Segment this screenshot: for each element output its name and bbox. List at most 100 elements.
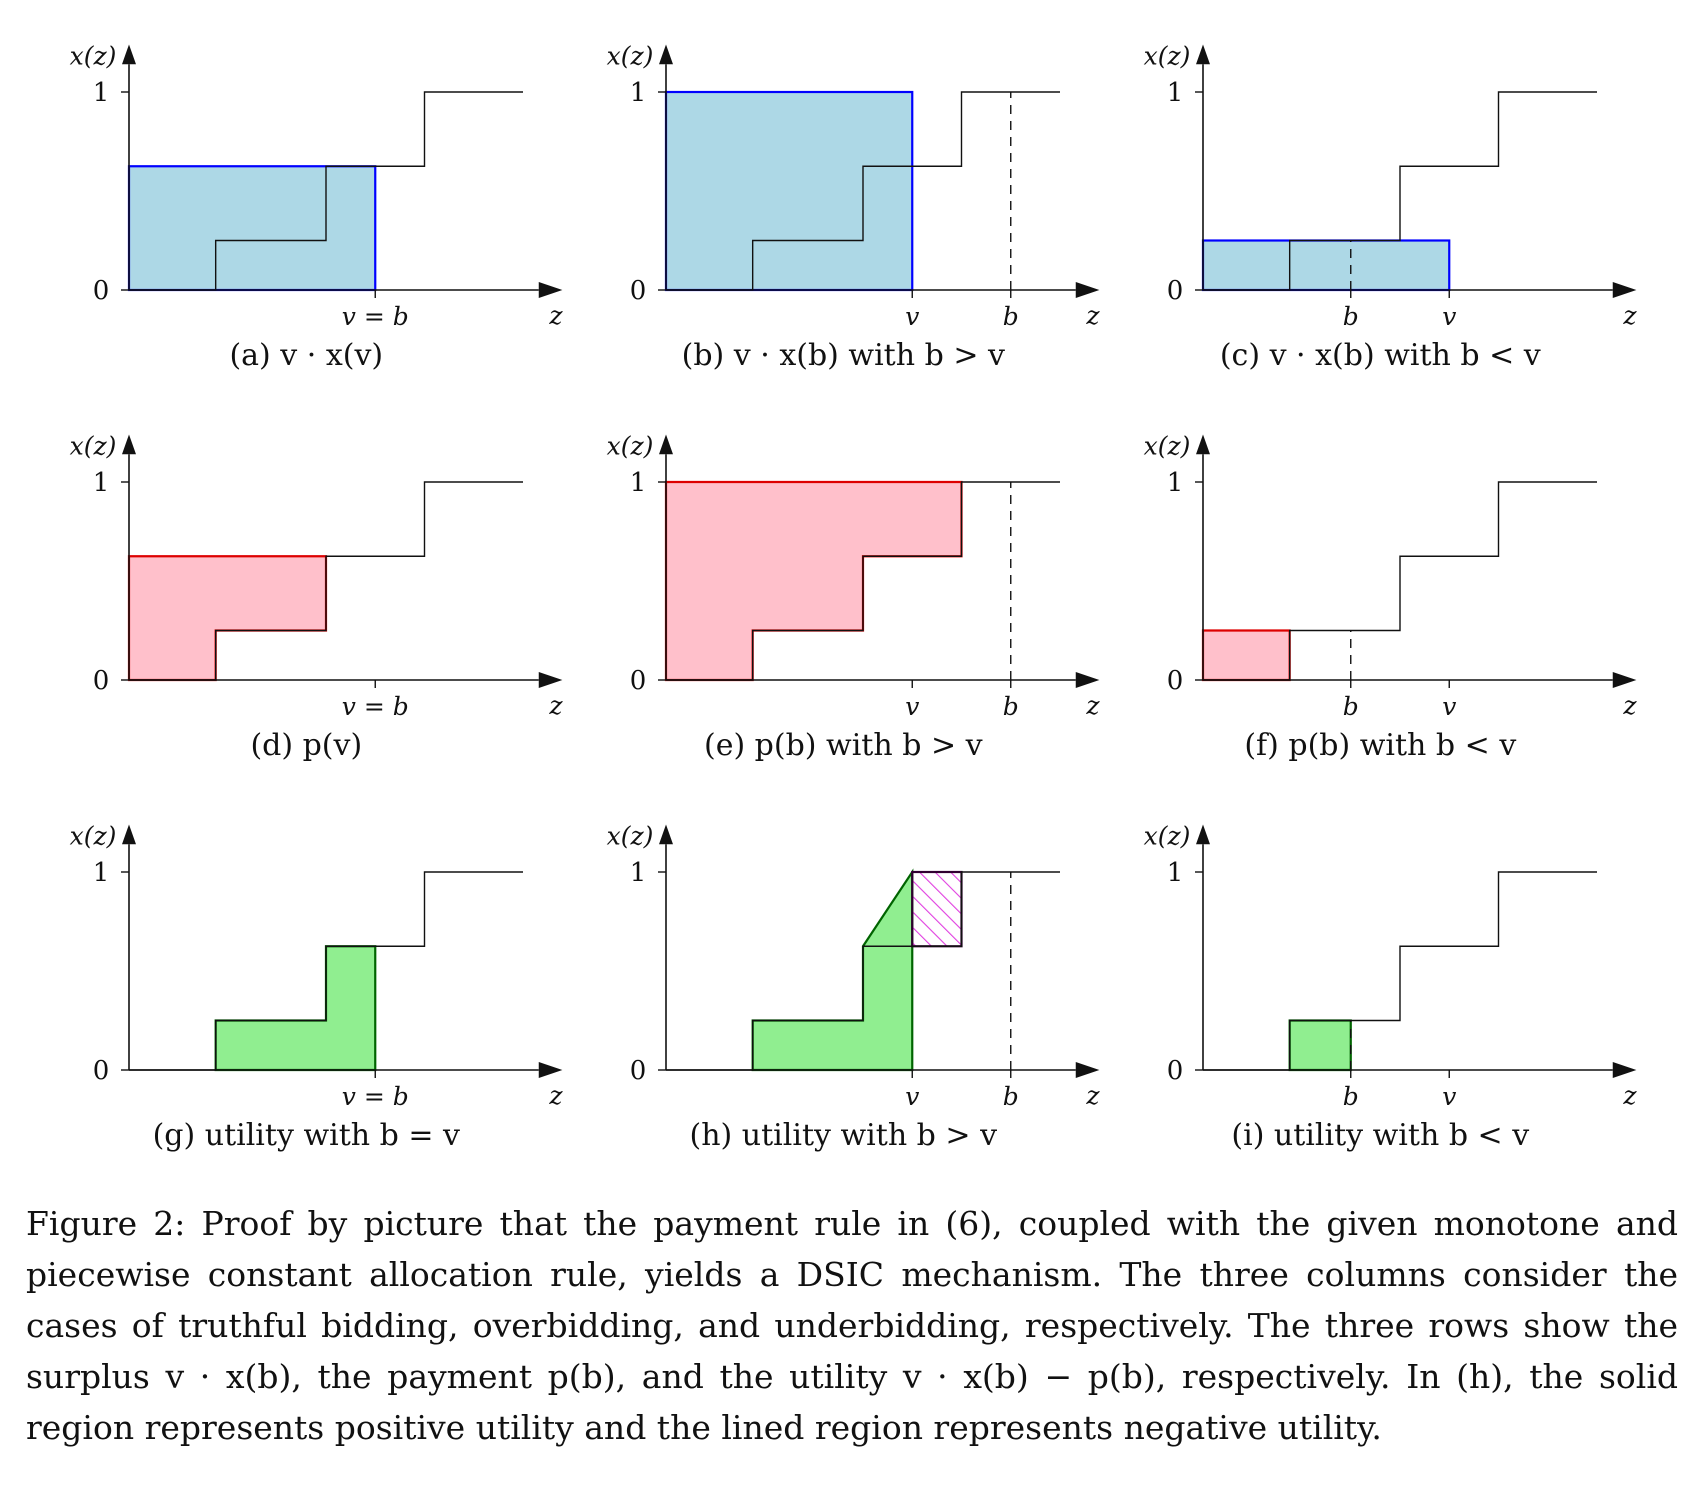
y-axis-label: x(z) [607, 431, 654, 460]
panel-e: 1 0 x(z) z v b (e) p(b) with b > v [607, 431, 1101, 763]
allocation-step-curve [129, 871, 523, 1071]
panel-caption: (c) v · x(b) with b < v [1220, 338, 1541, 373]
allocation-step-curve [129, 91, 523, 291]
z-axis-arrowhead [1612, 282, 1637, 298]
y-axis-arrowhead [659, 44, 673, 65]
figure-caption: Figure 2: Proof by picture that the paym… [26, 1204, 1678, 1447]
panel-caption: (b) v · x(b) with b > v [682, 338, 1005, 373]
z-tick-label: b [1343, 1082, 1359, 1111]
panel-c: 1 0 x(z) z b v (c) v · x(b) with b < v [1144, 41, 1638, 373]
panel-i: 1 0 x(z) z b v (i) utility with b < v [1144, 821, 1638, 1153]
y-tick-label-one: 1 [1167, 468, 1184, 498]
y-axis-label: x(z) [70, 821, 117, 850]
z-tick-label: b [1343, 692, 1359, 721]
panel-h: 1 0 x(z) z v b(h) utility with b > v [607, 821, 1101, 1153]
y-axis-arrowhead [659, 434, 673, 455]
z-axis-arrowhead [538, 1062, 563, 1078]
z-tick-label: b [1343, 302, 1359, 331]
panel-caption: (a) v · x(v) [229, 338, 383, 373]
z-axis-label: z [548, 301, 563, 330]
allocation-step-curve [1203, 481, 1597, 681]
allocation-step-curve [666, 871, 1060, 1071]
z-tick-label: v [905, 1082, 919, 1111]
z-axis-arrowhead [1612, 1062, 1637, 1078]
panel-a: 1 0 x(z) z v = b (a) v · x(v) [70, 41, 564, 373]
y-tick-label-one: 1 [93, 468, 110, 498]
allocation-step-curve [129, 481, 523, 681]
allocation-step-curve [666, 481, 1060, 681]
y-axis-label: x(z) [607, 821, 654, 850]
z-axis-arrowhead [538, 672, 563, 688]
y-axis-label: x(z) [1144, 41, 1191, 70]
y-axis-label: x(z) [1144, 821, 1191, 850]
z-axis-label: z [1085, 301, 1100, 330]
figure-grid: 1 0 x(z) z v = b (a) v · x(v) 1 0 x(z) z v b (b) v ·… [70, 41, 1638, 1153]
y-tick-label-one: 1 [93, 78, 110, 108]
z-axis-arrowhead [1075, 1062, 1100, 1078]
panel-caption: (d) p(v) [250, 728, 362, 763]
z-tick-label: b [1003, 692, 1019, 721]
z-tick-label: b [1003, 302, 1019, 331]
y-tick-label-one: 1 [630, 78, 647, 108]
z-axis-label: z [548, 691, 563, 720]
utility-region [751, 868, 914, 1072]
y-tick-label-zero: 0 [630, 276, 647, 306]
z-tick-label: v = b [342, 302, 409, 331]
surplus-region [1201, 239, 1451, 292]
panel-caption: (f) p(b) with b < v [1244, 728, 1516, 763]
z-axis-label: z [1085, 1081, 1100, 1110]
y-tick-label-zero: 0 [93, 1056, 110, 1086]
z-axis-arrowhead [1075, 282, 1100, 298]
y-axis-label: x(z) [607, 41, 654, 70]
utility-region [1288, 1019, 1352, 1072]
y-tick-label-zero: 0 [1167, 666, 1184, 696]
y-axis-arrowhead [122, 434, 136, 455]
y-tick-label-zero: 0 [93, 276, 110, 306]
y-axis-arrowhead [1196, 824, 1210, 845]
surplus-region [127, 165, 377, 292]
payment-region [664, 480, 963, 682]
y-tick-label-one: 1 [1167, 858, 1184, 888]
y-tick-label-one: 1 [1167, 78, 1184, 108]
allocation-step-curve [666, 91, 1060, 291]
y-axis-arrowhead [659, 824, 673, 845]
surplus-region [664, 90, 914, 292]
panel-f: 1 0 x(z) z b v (f) p(b) with b < v [1144, 431, 1638, 763]
panel-g: 1 0 x(z) z v = b (g) utility with b = v [70, 821, 564, 1153]
allocation-step-curve [1203, 91, 1597, 291]
panel-caption: (g) utility with b = v [153, 1118, 460, 1153]
z-axis-label: z [1622, 301, 1637, 330]
y-axis-label: x(z) [70, 431, 117, 460]
z-tick-label: v = b [342, 1082, 409, 1111]
payment-region [127, 555, 328, 682]
z-axis-arrowhead [1075, 672, 1100, 688]
panel-b: 1 0 x(z) z v b (b) v · x(b) with b > v [607, 41, 1101, 373]
z-tick-label: v [1442, 692, 1456, 721]
y-tick-label-zero: 0 [630, 666, 647, 696]
panel-caption: (i) utility with b < v [1231, 1118, 1529, 1153]
y-tick-label-zero: 0 [630, 1056, 647, 1086]
z-tick-label: v = b [342, 692, 409, 721]
y-axis-label: x(z) [70, 41, 117, 70]
z-axis-label: z [1622, 1081, 1637, 1110]
z-axis-label: z [548, 1081, 563, 1110]
z-axis-arrowhead [538, 282, 563, 298]
y-axis-arrowhead [1196, 44, 1210, 65]
allocation-step-curve [1203, 871, 1597, 1071]
panel-caption: (e) p(b) with b > v [704, 728, 983, 763]
y-tick-label-zero: 0 [1167, 276, 1184, 306]
z-tick-label: v [905, 302, 919, 331]
z-axis-label: z [1085, 691, 1100, 720]
y-tick-label-one: 1 [630, 468, 647, 498]
negative-utility-region [911, 870, 963, 948]
y-axis-arrowhead [1196, 434, 1210, 455]
panel-d: 1 0 x(z) z v = b (d) p(v) [70, 431, 564, 763]
payment-region [1201, 629, 1291, 682]
y-tick-label-one: 1 [93, 858, 110, 888]
z-tick-label: v [1442, 1082, 1456, 1111]
utility-region [214, 945, 377, 1072]
y-tick-label-zero: 0 [1167, 1056, 1184, 1086]
y-axis-arrowhead [122, 44, 136, 65]
y-axis-label: x(z) [1144, 431, 1191, 460]
z-tick-label: v [1442, 302, 1456, 331]
